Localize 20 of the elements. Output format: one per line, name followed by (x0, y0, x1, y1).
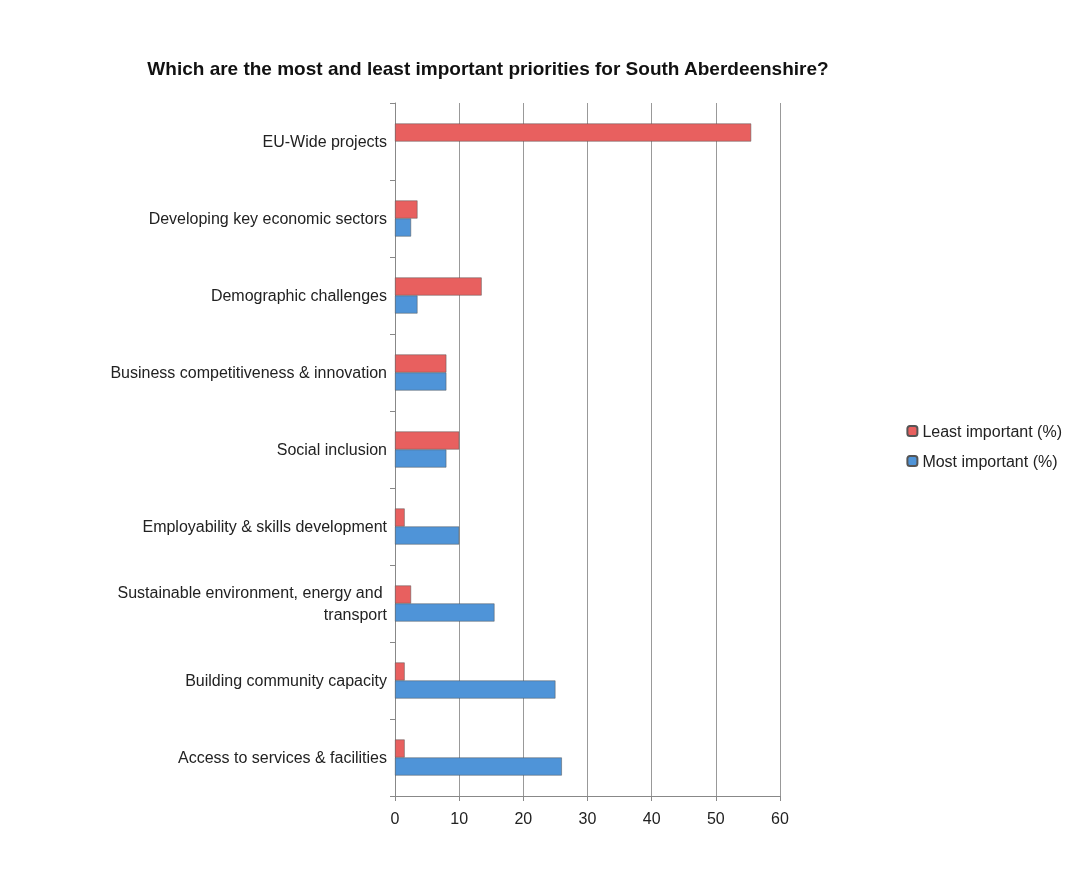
x-tick-label: 10 (450, 809, 469, 827)
y-tick-label: Social inclusion (276, 441, 387, 458)
legend-label: Most important (%) (922, 452, 1058, 470)
y-tick-label: Building community capacity (185, 672, 387, 689)
legend-label: Least important (%) (922, 422, 1062, 440)
y-tick-label: Access to services & facilities (178, 749, 387, 766)
x-tick-label: 40 (642, 809, 661, 827)
y-tick-label: Sustainable environment, energy and transport (117, 584, 388, 623)
chart-title: Which are the most and least important priorities for South Aberdeenshire? (147, 57, 829, 79)
y-tick-label: Developing key economic sectors (148, 210, 387, 227)
y-tick-label: Employability & skills development (142, 518, 388, 535)
x-tick-label: 60 (771, 809, 789, 827)
y-tick-label: EU-Wide projects (262, 133, 387, 150)
x-tick-label: 50 (706, 809, 725, 827)
x-tick-label: 0 (390, 809, 400, 827)
x-tick-label: 20 (514, 809, 533, 827)
y-tick-label: Business competitiveness & innovation (110, 364, 387, 381)
bar (395, 123, 752, 142)
x-tick-label: 30 (578, 809, 597, 827)
y-tick-label: Demographic challenges (210, 287, 387, 304)
